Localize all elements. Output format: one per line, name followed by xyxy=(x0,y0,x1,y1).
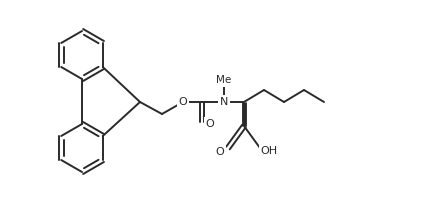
Text: OH: OH xyxy=(260,146,278,156)
Text: O: O xyxy=(179,97,187,107)
Text: N: N xyxy=(220,97,228,107)
Text: O: O xyxy=(206,119,214,129)
Text: Me: Me xyxy=(217,75,232,85)
Text: O: O xyxy=(216,147,224,157)
